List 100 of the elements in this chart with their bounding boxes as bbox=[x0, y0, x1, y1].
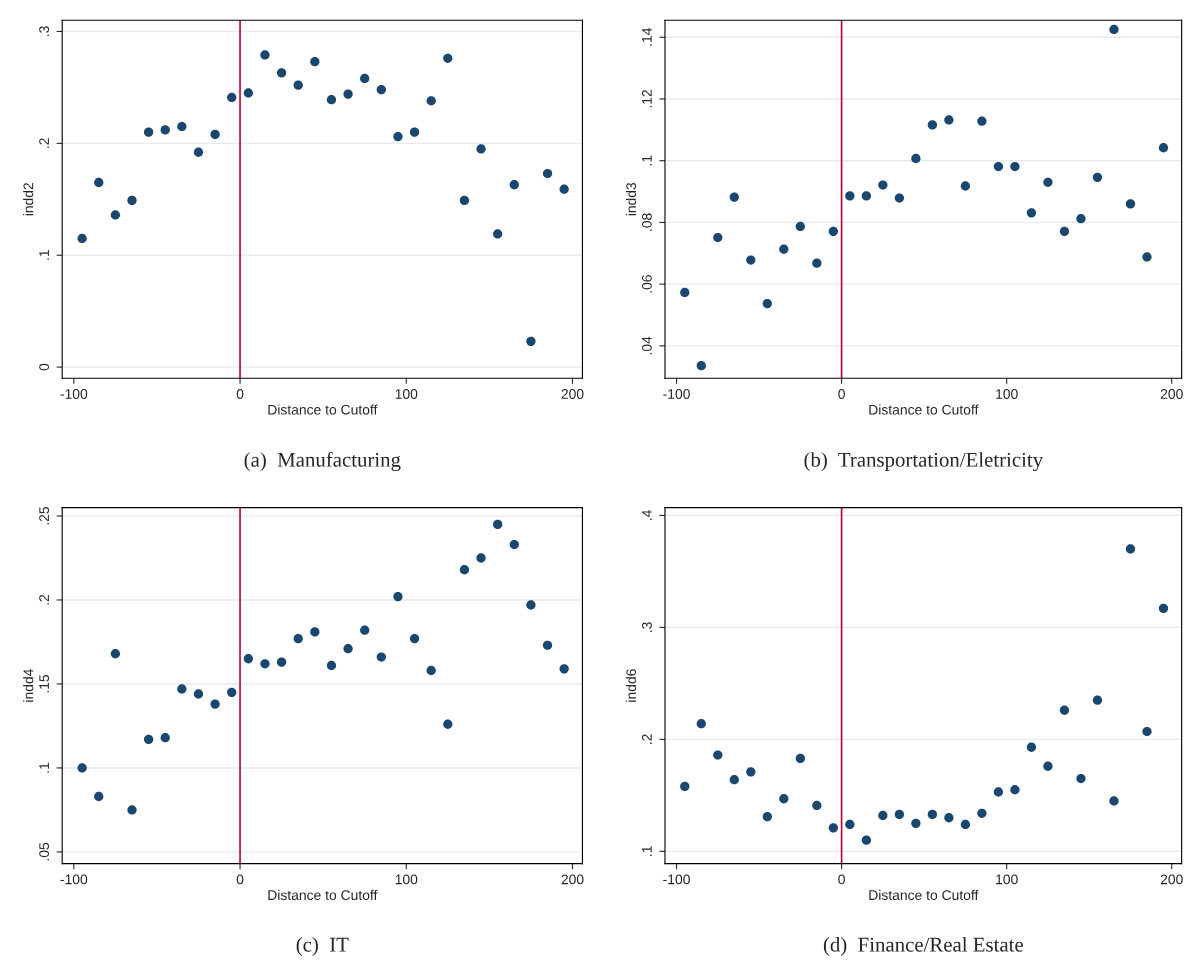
point bbox=[526, 600, 536, 610]
x-axis-title: Distance to Cutoff bbox=[869, 404, 979, 415]
y-axis-title: indd2 bbox=[23, 182, 34, 216]
y-tick-label: .25 bbox=[39, 506, 50, 525]
point bbox=[77, 763, 87, 773]
point bbox=[143, 734, 154, 745]
point bbox=[227, 687, 237, 698]
point bbox=[260, 659, 270, 669]
point bbox=[1109, 796, 1119, 806]
point bbox=[376, 652, 386, 662]
point bbox=[509, 539, 519, 550]
point bbox=[1092, 695, 1103, 705]
y-tick-label: .2 bbox=[39, 138, 49, 148]
point bbox=[276, 68, 287, 78]
y-tick-label: .04 bbox=[641, 336, 652, 355]
point bbox=[409, 633, 420, 644]
point bbox=[927, 120, 938, 130]
point bbox=[960, 819, 971, 830]
point bbox=[1142, 252, 1152, 262]
point bbox=[680, 781, 690, 792]
y-tick-label: .3 bbox=[641, 622, 652, 632]
x-tick-label: -100 bbox=[60, 389, 88, 399]
text: (d) Finance/Real Estate bbox=[823, 937, 1023, 956]
point bbox=[343, 644, 353, 654]
point bbox=[443, 719, 453, 729]
point bbox=[762, 811, 772, 822]
point bbox=[276, 657, 287, 667]
point bbox=[911, 818, 921, 829]
y-tick-label: .1 bbox=[39, 250, 49, 260]
point bbox=[779, 244, 789, 254]
point bbox=[459, 195, 470, 206]
point bbox=[193, 147, 204, 157]
point bbox=[110, 210, 121, 220]
x-axis-title: Distance to Cutoff bbox=[268, 404, 378, 415]
y-tick-label: 0 bbox=[39, 363, 50, 371]
point bbox=[542, 640, 553, 650]
point bbox=[828, 823, 839, 833]
point bbox=[360, 625, 370, 635]
x-tick-label: 0 bbox=[236, 874, 244, 885]
x-axis-title: Distance to Cutoff bbox=[268, 889, 378, 901]
y-axis-title: indd4 bbox=[23, 669, 34, 702]
point bbox=[326, 95, 337, 105]
point bbox=[894, 809, 905, 820]
point bbox=[1109, 24, 1119, 35]
point bbox=[861, 835, 872, 845]
y-tick-label: .4 bbox=[642, 510, 652, 520]
y-tick-label: .06 bbox=[641, 275, 652, 293]
y-tick-label: .2 bbox=[641, 734, 652, 744]
point bbox=[227, 92, 237, 103]
point bbox=[1059, 226, 1070, 237]
x-tick-label: 200 bbox=[1160, 874, 1183, 885]
point bbox=[360, 73, 370, 84]
x-tick-label: 0 bbox=[838, 874, 845, 885]
point bbox=[960, 181, 971, 191]
point bbox=[293, 80, 303, 90]
point bbox=[746, 255, 756, 265]
point bbox=[1142, 726, 1152, 737]
point bbox=[944, 115, 954, 125]
point bbox=[310, 627, 320, 637]
point bbox=[509, 180, 519, 190]
point bbox=[1076, 214, 1086, 224]
point bbox=[779, 794, 789, 804]
point bbox=[845, 819, 855, 830]
point bbox=[1026, 208, 1037, 218]
point bbox=[812, 258, 822, 268]
point bbox=[193, 689, 204, 699]
point bbox=[243, 88, 254, 98]
point bbox=[243, 654, 254, 664]
point bbox=[1043, 761, 1053, 771]
point bbox=[845, 191, 855, 201]
point bbox=[812, 800, 822, 811]
x-tick-label: 100 bbox=[395, 874, 418, 885]
point bbox=[993, 787, 1004, 797]
point bbox=[1158, 143, 1169, 153]
point bbox=[526, 336, 536, 347]
point bbox=[326, 660, 337, 671]
point bbox=[160, 125, 170, 135]
point bbox=[894, 193, 905, 203]
point bbox=[426, 665, 436, 676]
x-tick-label: 200 bbox=[1160, 389, 1183, 399]
point bbox=[127, 805, 137, 815]
x-tick-label: 200 bbox=[561, 874, 584, 885]
y-tick-label: .15 bbox=[39, 674, 50, 693]
point bbox=[426, 96, 436, 106]
point bbox=[696, 719, 706, 729]
x-tick-label: 0 bbox=[838, 389, 845, 399]
point bbox=[944, 813, 954, 823]
x-tick-label: 200 bbox=[561, 389, 584, 399]
point bbox=[94, 177, 104, 188]
point bbox=[310, 57, 320, 67]
point bbox=[680, 287, 690, 298]
point bbox=[746, 767, 756, 777]
point bbox=[729, 192, 739, 202]
point bbox=[110, 649, 121, 659]
point bbox=[210, 129, 220, 140]
y-tick-label: .1 bbox=[642, 846, 652, 856]
point bbox=[1059, 705, 1070, 715]
point bbox=[861, 191, 872, 201]
point bbox=[143, 127, 154, 137]
point bbox=[260, 50, 270, 60]
